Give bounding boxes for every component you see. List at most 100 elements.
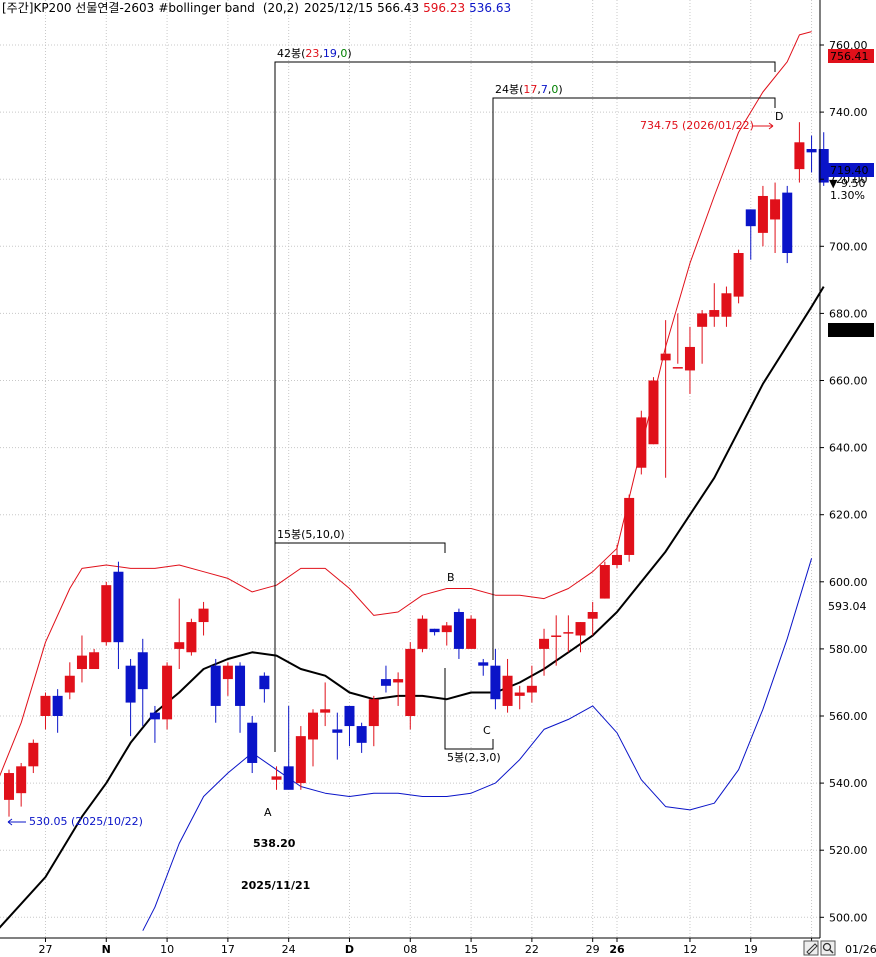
bollinger-bands xyxy=(0,31,825,931)
price-tags: 756.41 719.40 ▼ 9.50 1.30% 674.76 593.04 xyxy=(828,49,874,613)
candle-body xyxy=(16,766,27,794)
span-42-label: 42봉(23,19,0) xyxy=(277,47,352,60)
x-tick-label: N xyxy=(102,943,111,956)
y-tick-label: 500.00 xyxy=(829,911,868,924)
candle-body xyxy=(174,642,185,649)
candle-body xyxy=(162,665,173,720)
candle-body xyxy=(757,195,768,233)
candle-body xyxy=(514,692,525,696)
x-tick-label: 12 xyxy=(683,943,697,956)
candle-body xyxy=(222,665,233,680)
date-axis: 27N101724D0815222926121926 xyxy=(38,938,819,956)
candle-body xyxy=(186,622,197,653)
span-24-up-count: 17 xyxy=(523,83,537,96)
candle-body xyxy=(636,417,647,468)
x-tick-label: 24 xyxy=(282,943,296,956)
price-axis: 760.00740.00720.00700.00680.00660.00640.… xyxy=(0,0,868,939)
candle-body xyxy=(526,685,537,693)
candle-body xyxy=(806,149,817,153)
point-a-label: A xyxy=(264,806,272,819)
candle-body xyxy=(210,665,221,706)
candle-body xyxy=(551,635,562,637)
candle-body xyxy=(429,628,440,633)
mid-tag-bg xyxy=(828,323,874,337)
candle-body xyxy=(137,652,148,690)
candle-body xyxy=(76,655,87,670)
point-c-label: C xyxy=(483,724,491,737)
last-tag-bg xyxy=(828,163,874,177)
candle-body xyxy=(308,712,318,740)
candle-body xyxy=(295,736,306,784)
y-tick-label: 680.00 xyxy=(829,307,868,320)
candle-body xyxy=(697,313,708,327)
candle-body xyxy=(599,565,610,599)
x-tick-label: 17 xyxy=(221,943,235,956)
candle-body xyxy=(356,726,367,743)
header-date: 2025/12/15 xyxy=(304,1,373,15)
candle-body xyxy=(380,679,391,686)
point-a-date: 2025/11/21 xyxy=(241,879,310,892)
point-b-label: B xyxy=(447,571,455,584)
candle-body xyxy=(320,709,331,713)
candle-body xyxy=(684,346,695,371)
candle-body xyxy=(417,618,428,649)
mid-band-line xyxy=(0,286,825,929)
candle-body xyxy=(332,729,343,733)
x-tick-label: 19 xyxy=(744,943,758,956)
candle-body xyxy=(40,695,51,716)
x-tick-label: 27 xyxy=(38,943,52,956)
candle-body xyxy=(259,675,270,690)
y-tick-label: 580.00 xyxy=(829,643,868,656)
candle-body xyxy=(745,209,756,227)
y-tick-label: 540.00 xyxy=(829,777,868,790)
magnifier-handle xyxy=(829,949,834,954)
span-15-label: 15봉(5,10,0) xyxy=(277,528,345,541)
change-tag: ▼ 9.50 xyxy=(829,177,865,190)
span-5-bracket xyxy=(444,668,494,750)
span-42-up-count: 23 xyxy=(305,47,319,60)
header-prefix: [주간] xyxy=(2,1,33,15)
header-lower: 536.63 xyxy=(469,1,511,15)
x-tick-label: 10 xyxy=(160,943,174,956)
change-pct-tag: 1.30% xyxy=(830,189,865,202)
x-tick-label: 29 xyxy=(586,943,600,956)
candle-body xyxy=(575,622,586,636)
candle-body xyxy=(453,611,464,649)
header-upper: 596.23 xyxy=(423,1,465,15)
lower-band-line xyxy=(142,558,813,931)
last-tag: 719.40 xyxy=(830,164,869,177)
header-instrument: KP200 선물연결-2603 xyxy=(33,1,154,15)
low-note: 530.05 (2025/10/22) xyxy=(29,815,143,828)
candle-body xyxy=(4,773,14,800)
pencil-icon xyxy=(806,943,818,955)
y-tick-label: 640.00 xyxy=(829,442,868,455)
candle-body xyxy=(466,618,477,649)
lower-tag: 593.04 xyxy=(828,600,867,613)
candle-body xyxy=(28,742,39,767)
footer-date: 01/26 xyxy=(845,943,876,956)
footer-controls: 01/26 xyxy=(803,940,876,956)
high-note-arrowhead xyxy=(768,122,774,130)
low-note-arrowhead xyxy=(7,818,13,826)
candle-body xyxy=(794,142,805,170)
candle-body xyxy=(502,675,513,706)
candle-body xyxy=(490,665,501,700)
y-tick-label: 620.00 xyxy=(829,509,868,522)
candle-body xyxy=(368,699,379,727)
candle-body xyxy=(624,497,635,555)
x-tick-label: 26 xyxy=(609,943,625,956)
x-tick-label: D xyxy=(345,943,354,956)
candle-body xyxy=(563,632,574,634)
candle-body xyxy=(405,648,416,716)
y-tick-label: 660.00 xyxy=(829,375,868,388)
upper-tag-bg xyxy=(828,49,874,63)
candle-body xyxy=(733,253,744,297)
point-a-price: 538.20 xyxy=(253,837,296,850)
point-d-label: D xyxy=(775,110,783,123)
candle-body xyxy=(113,571,124,643)
header-indicator: #bollinger band xyxy=(158,1,255,15)
candle-body xyxy=(52,695,63,716)
span-15-bracket xyxy=(274,542,446,752)
candle-body xyxy=(587,611,598,619)
span-24-flat-count: 0 xyxy=(551,83,558,96)
